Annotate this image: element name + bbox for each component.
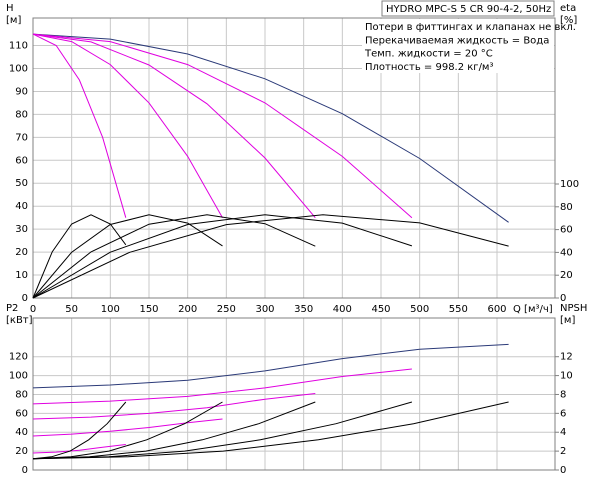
x-tick-label: 400 bbox=[333, 304, 352, 315]
y2-axis-unit: [м] bbox=[560, 315, 575, 326]
y-tick-label: 20 bbox=[15, 247, 28, 258]
x-tick-label: 500 bbox=[410, 304, 429, 315]
x-tick-label: 250 bbox=[217, 304, 236, 315]
y-tick-label: 40 bbox=[15, 427, 28, 438]
x-tick-label: 50 bbox=[65, 304, 78, 315]
x-axis-label: Q [м³/ч] bbox=[513, 304, 553, 315]
y2-tick-label: 40 bbox=[560, 247, 573, 258]
x-tick-label: 0 bbox=[30, 304, 36, 315]
curve bbox=[32, 214, 223, 299]
y2-axis-label: eta bbox=[560, 3, 576, 14]
curve bbox=[32, 214, 413, 299]
y-tick-label: 50 bbox=[15, 178, 28, 189]
x-tick-label: 300 bbox=[255, 304, 274, 315]
note: Потери в фиттингах и клапанах не вкл. bbox=[365, 22, 576, 33]
y2-tick-label: 20 bbox=[560, 270, 573, 281]
y-tick-label: 90 bbox=[15, 86, 28, 97]
curve bbox=[32, 401, 223, 460]
curve bbox=[32, 33, 316, 219]
y2-tick-label: 100 bbox=[560, 179, 579, 190]
notes-box bbox=[362, 19, 554, 73]
y2-tick-label: 2 bbox=[560, 446, 566, 457]
x-tick-label: 150 bbox=[139, 304, 158, 315]
y2-tick-label: 0 bbox=[560, 293, 566, 304]
y-tick-label: 60 bbox=[15, 155, 28, 166]
y-axis-unit: [кВт] bbox=[6, 315, 33, 326]
curve bbox=[32, 214, 127, 299]
y2-tick-label: 80 bbox=[560, 202, 573, 213]
x-tick-label: 600 bbox=[487, 304, 506, 315]
y2-tick-label: 4 bbox=[560, 427, 566, 438]
y-tick-label: 110 bbox=[9, 41, 28, 52]
curve bbox=[32, 214, 316, 299]
curve bbox=[32, 33, 223, 218]
y-tick-label: 60 bbox=[15, 408, 28, 419]
x-tick-label: 350 bbox=[294, 304, 313, 315]
curve bbox=[32, 401, 127, 460]
y-tick-label: 80 bbox=[15, 389, 28, 400]
y-tick-label: 70 bbox=[15, 132, 28, 143]
y2-axis-label: NPSH bbox=[560, 303, 587, 314]
y-tick-label: 10 bbox=[15, 270, 28, 281]
curve bbox=[32, 33, 127, 218]
curve bbox=[32, 368, 412, 405]
y2-tick-label: 6 bbox=[560, 408, 566, 419]
y2-axis-unit: [%] bbox=[560, 15, 577, 26]
curve bbox=[32, 401, 509, 460]
y2-tick-label: 8 bbox=[560, 389, 566, 400]
y-axis-unit: [м] bbox=[6, 15, 21, 26]
curve bbox=[32, 343, 509, 389]
y-tick-label: 40 bbox=[15, 201, 28, 212]
note: Перекачиваемая жидкость = Вода bbox=[365, 35, 549, 46]
x-tick-label: 200 bbox=[178, 304, 197, 315]
note: Плотность = 998.2 кг/м³ bbox=[365, 62, 494, 73]
curve bbox=[32, 393, 316, 420]
y-tick-label: 20 bbox=[15, 446, 28, 457]
y-tick-label: 0 bbox=[22, 465, 28, 476]
y2-tick-label: 60 bbox=[560, 225, 573, 236]
x-tick-label: 100 bbox=[101, 304, 120, 315]
y-tick-label: 120 bbox=[9, 352, 28, 363]
y2-tick-label: 10 bbox=[560, 371, 573, 382]
curve bbox=[32, 444, 126, 454]
x-tick-label: 550 bbox=[449, 304, 468, 315]
plot-frame bbox=[32, 17, 556, 299]
y-tick-label: 100 bbox=[9, 63, 28, 74]
y2-tick-label: 0 bbox=[560, 465, 566, 476]
y-axis-label: P2 bbox=[6, 303, 18, 314]
note: Темп. жидкости = 20 °C bbox=[364, 49, 493, 60]
y-axis-label: H bbox=[6, 3, 14, 14]
plot-frame bbox=[32, 317, 556, 471]
y-tick-label: 0 bbox=[22, 293, 28, 304]
y-tick-label: 30 bbox=[15, 224, 28, 235]
y2-tick-label: 12 bbox=[560, 352, 573, 363]
y-tick-label: 100 bbox=[9, 371, 28, 382]
curve bbox=[32, 33, 509, 223]
curve bbox=[32, 418, 223, 437]
title-box bbox=[381, 0, 555, 17]
x-tick-label: 450 bbox=[371, 304, 390, 315]
chart-title: HYDRO MPC-S 5 CR 90-4-2, 50Hz bbox=[386, 4, 551, 15]
curve bbox=[32, 33, 413, 219]
curve bbox=[32, 214, 509, 299]
y-tick-label: 80 bbox=[15, 109, 28, 120]
